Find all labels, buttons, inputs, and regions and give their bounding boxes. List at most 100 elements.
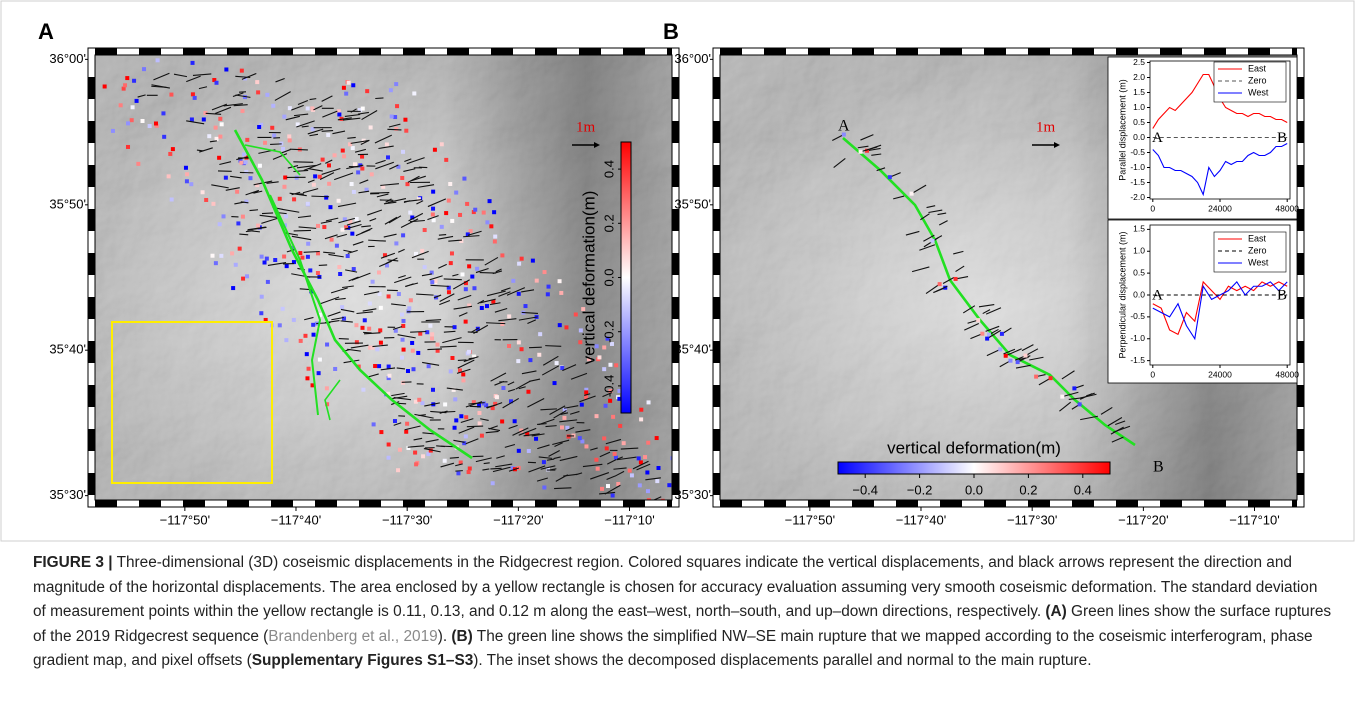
frame-segment <box>88 77 95 99</box>
displacement-square <box>284 214 289 219</box>
displacement-arrow <box>342 117 361 121</box>
frame-segment <box>1072 48 1094 55</box>
displacement-arrow <box>421 273 433 277</box>
displacement-square <box>342 154 347 159</box>
displacement-square <box>240 214 245 219</box>
displacement-arrow <box>438 263 447 269</box>
displacement-square <box>577 436 582 441</box>
displacement-square <box>401 347 406 352</box>
displacement-square <box>154 123 159 128</box>
displacement-arrow <box>380 367 396 371</box>
displacement-square <box>584 387 589 392</box>
displacement-square <box>541 460 546 465</box>
displacement-square <box>375 347 380 352</box>
frame-segment <box>1297 341 1304 363</box>
displacement-arrow <box>205 112 222 115</box>
displacement-arrow <box>357 111 369 115</box>
displacement-arrow <box>337 117 352 121</box>
displacement-arrow <box>404 158 412 163</box>
displacement-arrow <box>235 94 251 98</box>
displacement-arrow <box>325 159 333 164</box>
frame-segment <box>713 429 720 451</box>
displacement-arrow <box>518 427 537 436</box>
displacement-arrow <box>350 139 370 144</box>
displacement-square <box>401 318 406 323</box>
frame-segment <box>713 165 720 187</box>
displacement-square <box>477 410 482 415</box>
displacement-square <box>317 174 322 179</box>
displacement-square <box>153 121 158 126</box>
displacement-square <box>546 284 551 289</box>
frame-segment <box>672 77 679 99</box>
y-tick-label: 36°00' <box>49 51 86 66</box>
y-tick-label: -0.5 <box>1130 311 1145 321</box>
displacement-arrow <box>297 215 312 219</box>
displacement-square <box>399 312 404 317</box>
displacement-arrow <box>518 316 538 321</box>
rupture <box>244 144 301 176</box>
displacement-square <box>344 225 349 230</box>
x-tick-label: 48000 <box>1275 203 1299 213</box>
y-tick-label: 0.5 <box>1133 117 1145 127</box>
displacement-arrow <box>911 184 927 195</box>
displacement-square <box>487 199 492 204</box>
displacement-arrow <box>404 425 421 431</box>
displacement-square <box>240 108 245 113</box>
frame-segment <box>88 209 95 231</box>
displacement-square <box>300 255 305 260</box>
displacement-arrow <box>374 134 393 144</box>
displacement-square <box>999 331 1004 336</box>
displacement-arrow <box>422 432 436 435</box>
displacement-arrow <box>463 235 480 238</box>
displacement-square <box>578 340 583 345</box>
displacement-square <box>986 332 991 337</box>
displacement-arrow <box>1003 348 1016 355</box>
displacement-square <box>612 451 617 456</box>
displacement-square <box>1008 358 1013 363</box>
frame-segment <box>1028 48 1050 55</box>
displacement-square <box>459 414 464 419</box>
displacement-arrow <box>356 311 373 315</box>
map-panel: 1m A −117°50' −117°40' −117°30' −117°20' −117°… <box>38 19 680 527</box>
displacement-square <box>311 322 316 327</box>
x-tick-label: 24000 <box>1208 369 1232 379</box>
profile-endpoint: A <box>838 118 850 135</box>
displacement-square <box>389 114 394 119</box>
displacement-square <box>310 106 315 111</box>
displacement-arrow <box>408 212 424 222</box>
displacement-square <box>396 292 401 297</box>
displacement-arrow <box>1111 436 1124 443</box>
displacement-square <box>393 115 398 120</box>
displacement-square <box>259 311 264 316</box>
displacement-square <box>426 364 431 369</box>
displacement-square <box>213 125 218 130</box>
citation[interactable]: Brandenberg et al., 2019 <box>268 627 438 645</box>
frame-segment <box>713 385 720 407</box>
displacement-arrow <box>391 392 405 397</box>
displacement-square <box>408 298 413 303</box>
displacement-arrow <box>1107 417 1123 427</box>
frame-segment <box>1297 77 1304 99</box>
profile-endpoint: B <box>1153 459 1164 476</box>
displacement-arrow <box>400 218 419 228</box>
displacement-arrow <box>860 134 874 141</box>
displacement-square <box>362 318 367 323</box>
displacement-square <box>224 67 229 72</box>
displacement-square <box>581 307 586 312</box>
frame-segment <box>984 500 1006 507</box>
supplement-ref[interactable]: Supplementary Figures S1–S3 <box>251 652 474 670</box>
displacement-arrow <box>394 276 412 284</box>
displacement-arrow <box>455 463 463 467</box>
displacement-arrow <box>559 455 578 462</box>
displacement-arrow <box>962 305 976 314</box>
displacement-arrow <box>233 104 248 107</box>
scale-label: 1m <box>1036 119 1056 135</box>
frame-segment <box>403 500 425 507</box>
displacement-arrow <box>531 433 545 437</box>
displacement-square <box>348 219 353 224</box>
displacement-square <box>429 270 434 275</box>
displacement-arrow <box>871 153 882 156</box>
displacement-square <box>394 241 399 246</box>
displacement-arrow <box>296 164 317 169</box>
displacement-square <box>264 256 269 261</box>
